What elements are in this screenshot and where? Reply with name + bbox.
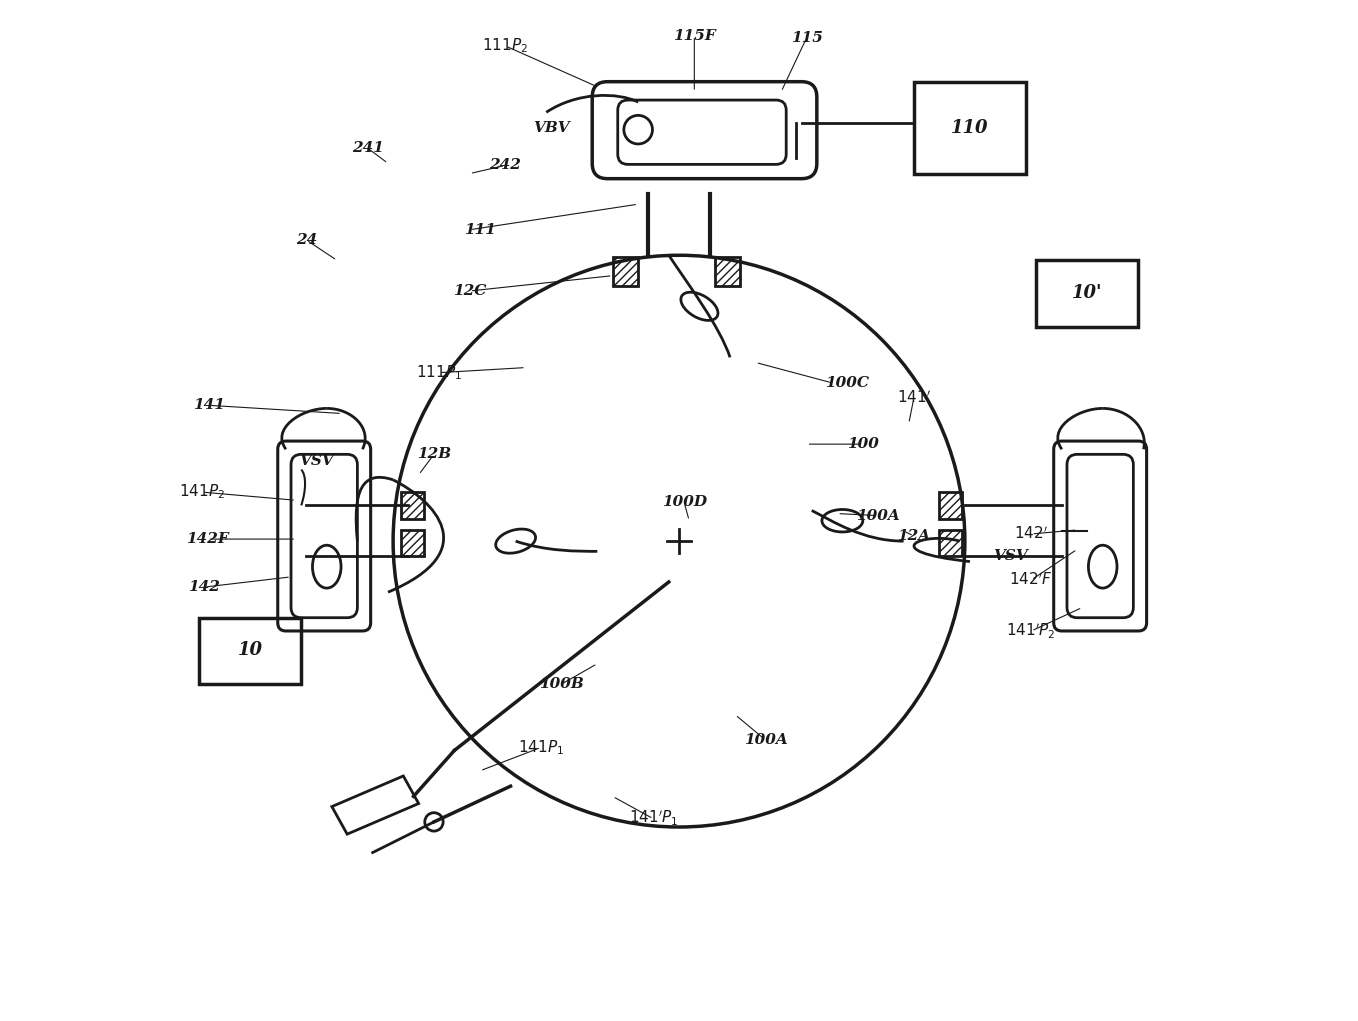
Text: 100: 100 (847, 437, 879, 451)
Text: 115F: 115F (674, 29, 716, 43)
Text: $111P_2$: $111P_2$ (482, 37, 528, 55)
Text: $142'F$: $142'F$ (1009, 572, 1052, 588)
Text: 110: 110 (951, 118, 989, 137)
Text: $141'$: $141'$ (896, 390, 930, 406)
Text: $142'$: $142'$ (1014, 526, 1048, 542)
Text: $141P_2$: $141P_2$ (179, 483, 225, 501)
Text: 10: 10 (238, 641, 262, 660)
Text: 100A: 100A (857, 508, 900, 523)
Text: 142F: 142F (186, 532, 228, 546)
Text: 142: 142 (189, 580, 220, 594)
Text: $141'P_2$: $141'P_2$ (1006, 622, 1057, 640)
Text: 141: 141 (193, 398, 225, 412)
Text: 100A: 100A (744, 733, 788, 747)
Text: 12A: 12A (898, 529, 930, 543)
Text: $111P_1$: $111P_1$ (416, 363, 462, 382)
Text: 100B: 100B (539, 677, 584, 691)
Text: 100C: 100C (826, 376, 869, 390)
Text: $141P_1$: $141P_1$ (519, 738, 564, 757)
Text: 100D: 100D (661, 495, 706, 509)
Text: VSV: VSV (994, 549, 1028, 564)
Text: 12C: 12C (454, 284, 486, 298)
Text: 24: 24 (296, 233, 316, 247)
Text: 12B: 12B (417, 447, 451, 461)
Text: VSV: VSV (299, 454, 334, 469)
Text: 115: 115 (790, 31, 823, 45)
Text: 10': 10' (1073, 284, 1103, 302)
Text: 242: 242 (489, 158, 521, 173)
Text: 111: 111 (464, 223, 496, 237)
Text: VBV: VBV (534, 120, 570, 135)
Text: 241: 241 (352, 141, 383, 155)
Text: $141'P_1$: $141'P_1$ (629, 810, 678, 828)
